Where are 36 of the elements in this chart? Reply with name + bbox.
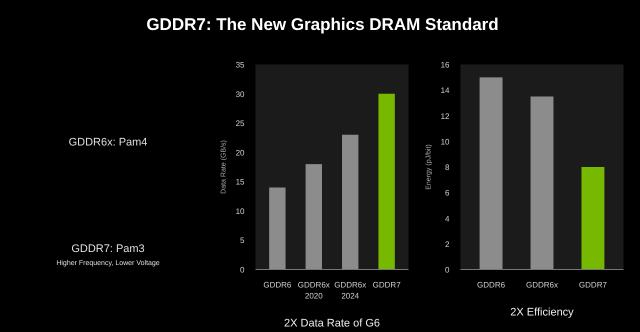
y-tick-label: 14 <box>440 86 450 96</box>
text: GDDR6x: Pam4 <box>68 136 148 148</box>
x-tick-label: GDDR6 <box>477 280 506 290</box>
x-axis-title: 2X Data Rate of G6 <box>284 317 380 330</box>
y-tick-label: 15 <box>236 178 246 187</box>
y-tick-label: 30 <box>236 90 246 99</box>
text: GDDR7: The New Graphics DRAM Standard <box>146 14 499 36</box>
x-tick-label: GDDR6x 2020 <box>298 280 330 300</box>
y-tick-label: 35 <box>236 60 246 70</box>
y-tick-label: 4 <box>445 214 450 224</box>
bar <box>306 164 322 270</box>
y-tick-label: 10 <box>236 206 246 216</box>
y-tick-label: 0 <box>240 266 246 274</box>
x-tick-label: GDDR6x <box>526 280 558 290</box>
bar <box>480 77 503 270</box>
bar <box>342 134 358 270</box>
y-tick-label: 6 <box>445 188 450 198</box>
bar <box>378 94 395 270</box>
bar <box>581 167 604 270</box>
x-tick-label: GDDR7 <box>372 280 402 290</box>
y-tick-label: 20 <box>236 148 246 158</box>
y-tick-label: 0 <box>445 266 450 274</box>
y-tick-label: 8 <box>445 163 450 172</box>
x-tick-label: GDDR7 <box>578 280 608 290</box>
x-axis-title: 2X Efficiency <box>510 306 574 318</box>
y-tick-label: 2 <box>445 240 450 249</box>
y-tick-label: 16 <box>440 60 450 70</box>
text: GDDR7: Pam3 <box>71 243 145 255</box>
y-tick-label: 12 <box>440 112 450 121</box>
bar <box>530 96 554 270</box>
bar <box>269 188 286 270</box>
x-tick-label: GDDR6x 2024 <box>334 280 366 300</box>
y-tick-label: 10 <box>440 137 450 146</box>
y-tick-label: 5 <box>240 236 246 246</box>
y-tick-label: 25 <box>236 119 246 128</box>
x-tick-label: GDDR6 <box>263 280 292 290</box>
